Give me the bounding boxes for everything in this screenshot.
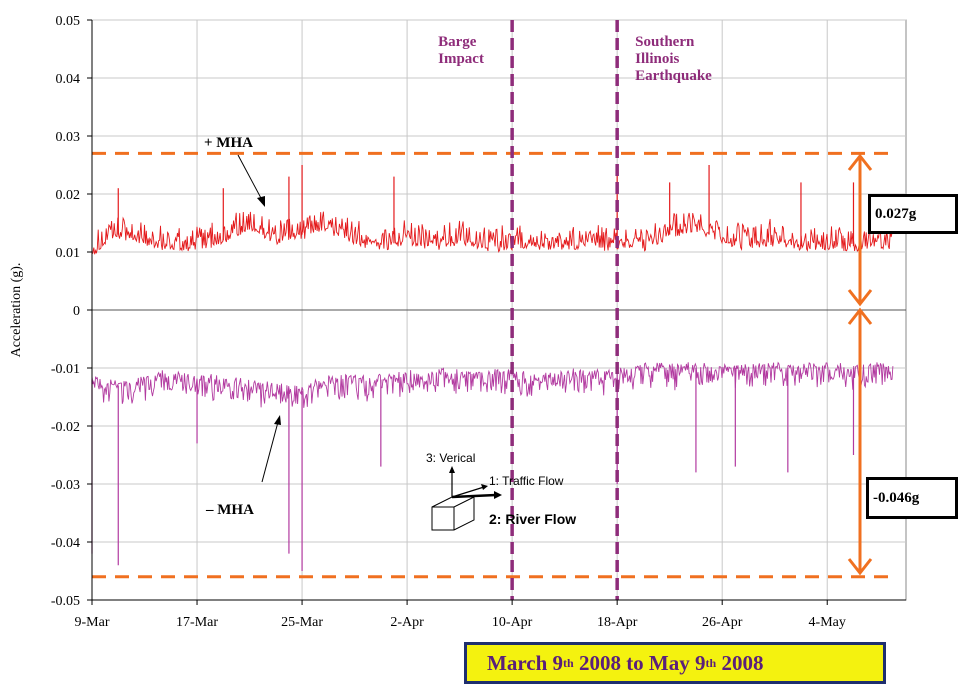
range-arrows — [847, 153, 873, 576]
y-tick-label: 0.01 — [56, 246, 81, 261]
minus-mha-label: – MHA — [205, 502, 254, 518]
y-tick-label: -0.01 — [51, 362, 80, 377]
date-range-sup2: th — [705, 655, 717, 670]
x-tick-label: 17-Mar — [176, 615, 218, 630]
date-range-prefix: March 9 — [487, 650, 564, 675]
event-label: Barge — [438, 34, 477, 50]
event-label: Impact — [438, 51, 484, 67]
axis-layer: 9-Mar 17-Mar 25-Mar 2-Apr 10-Apr 18-Apr 26-Apr… — [9, 14, 906, 630]
positive-range-callout: 0.027g — [868, 194, 958, 234]
annotation-layer: + MHA – MHA 3: Verical 1: Traffic Flow 2… — [204, 135, 873, 576]
negative-range-callout: -0.046g — [866, 477, 958, 519]
x-tick-label: 18-Apr — [597, 615, 638, 630]
x-tick-label: 10-Apr — [492, 615, 533, 630]
y-tick-label: -0.04 — [51, 536, 80, 551]
axis-orientation-icon — [431, 466, 502, 531]
x-tick-label: 25-Mar — [281, 615, 323, 630]
date-range-suffix: 2008 — [716, 650, 764, 675]
threshold-layer — [92, 151, 890, 579]
grid-layer — [91, 19, 907, 601]
date-range-middle: 2008 to May 9 — [573, 650, 706, 675]
y-tick-label: -0.03 — [51, 478, 80, 493]
plus-mha-label: + MHA — [204, 135, 253, 151]
event-label: Earthquake — [635, 68, 712, 84]
y-tick-label: 0 — [73, 304, 80, 319]
positive-range-value: 0.027g — [875, 205, 917, 222]
y-tick-label: 0.02 — [56, 188, 81, 203]
axis-vertical-label: 3: Verical — [426, 451, 475, 465]
x-tick-label: 26-Apr — [702, 615, 743, 630]
x-tick-label: 4-May — [809, 615, 846, 630]
y-tick-label: -0.02 — [51, 420, 80, 435]
date-range-sup1: th — [563, 655, 574, 670]
y-tick-label: 0.03 — [56, 130, 81, 145]
series-line — [91, 211, 894, 255]
y-tick-label: 0.05 — [56, 14, 81, 29]
negative-range-value: -0.046g — [873, 489, 920, 506]
event-label: Southern — [635, 34, 695, 50]
event-label: Illinois — [635, 51, 679, 67]
y-tick-label: -0.05 — [51, 594, 80, 609]
minus-mha-pointer-head — [274, 415, 281, 425]
y-axis-label: Acceleration (g). — [9, 263, 24, 358]
plus-mha-pointer-head — [257, 196, 265, 207]
y-tick-label: 0.04 — [56, 72, 81, 87]
axis-traffic-label: 1: Traffic Flow — [489, 474, 564, 488]
minus-mha-pointer — [261, 421, 279, 483]
series-layer — [91, 165, 894, 571]
axis-river-label: 2: River Flow — [489, 511, 576, 527]
x-tick-label: 9-Mar — [75, 615, 110, 630]
x-tick-label: 2-Apr — [390, 615, 424, 630]
plus-mha-pointer — [237, 154, 263, 201]
series-line — [91, 361, 894, 408]
